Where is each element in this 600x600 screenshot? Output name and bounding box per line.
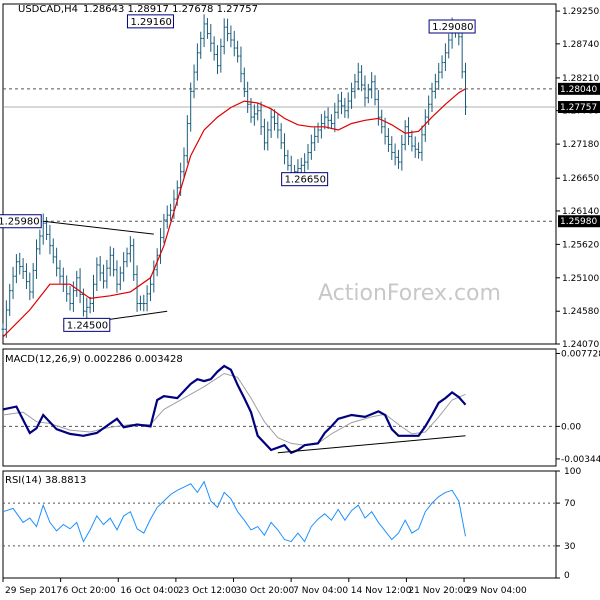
moving-average-line — [2, 88, 466, 338]
rsi-y-tick-label: 70 — [564, 499, 576, 509]
rsi-label: RSI(14) 38.8813 — [5, 475, 86, 486]
watermark-text: ActionForex.com — [318, 281, 501, 306]
level-price-tag — [558, 215, 600, 228]
rsi-plot-frame — [2, 470, 557, 579]
price-y-tick-label: 1.28740 — [562, 40, 599, 50]
time-axis-tick-label: 16 Oct 04:00 — [120, 586, 179, 596]
price-plot-frame — [2, 3, 557, 345]
price-panel: 1.292501.287401.282101.277001.271801.266… — [0, 3, 600, 350]
level-price-tag — [558, 82, 600, 95]
macd-trendline — [277, 435, 466, 454]
time-axis-tick-label: 23 Oct 12:00 — [178, 586, 237, 596]
macd-y-tick-label: 0.007728 — [561, 349, 600, 359]
macd-label: MACD(12,26,9) 0.002286 0.003428 — [5, 354, 183, 365]
price-annotation-box — [0, 214, 42, 229]
price-annotation-box — [281, 172, 329, 187]
macd-y-tick-label: 0.00 — [561, 422, 581, 432]
price-annotation-label: 1.26650 — [285, 175, 326, 186]
price-annotation-box — [126, 14, 174, 29]
price-y-tick-label: 1.26650 — [562, 174, 599, 184]
macd-line — [2, 364, 467, 455]
chart-header-ohlc: 1.28643 1.28917 1.27678 1.27757 — [83, 4, 258, 15]
price-y-tick-label: 1.27180 — [562, 140, 599, 150]
time-axis-tick-label: 6 Oct 20:00 — [63, 586, 116, 596]
price-annotation-label: 1.25980 — [0, 217, 40, 228]
price-y-tick-label: 1.25100 — [562, 274, 599, 284]
price-trendline — [43, 220, 154, 235]
chart-header-symbol: USDCAD,H4 — [18, 4, 78, 15]
price-annotation-label: 1.24500 — [67, 320, 108, 331]
rsi-y-tick-label: 100 — [564, 467, 581, 477]
price-annotation-label: 1.29080 — [432, 22, 473, 33]
macd-y-tick-label: -0.003448 — [561, 455, 600, 465]
time-axis-tick-label: 29 Sep 2017 — [5, 586, 62, 596]
time-axis-tick-label: 21 Nov 20:00 — [408, 586, 469, 596]
price-y-tick-label: 1.28210 — [562, 74, 599, 84]
price-y-tick-label: 1.24580 — [562, 307, 599, 317]
price-y-tick-label: 1.29250 — [562, 7, 599, 17]
price-y-tick-label: 1.24070 — [562, 340, 599, 350]
price-y-tick-label: 1.26140 — [562, 207, 599, 217]
price-annotation-box — [63, 317, 111, 332]
macd-plot-frame — [2, 348, 557, 467]
time-axis-tick-label: 30 Oct 20:00 — [236, 586, 295, 596]
macd-panel: 0.007728 0.00 -0.003448 — [2, 348, 600, 467]
price-annotation-label: 1.29160 — [130, 17, 171, 28]
current-price-tag — [558, 101, 600, 114]
rsi-y-tick-label: 0 — [564, 571, 570, 581]
price-annotation-box — [428, 19, 476, 34]
rsi-panel: 100 70 30 0 — [2, 467, 581, 581]
price-y-tick-label: 1.25620 — [562, 240, 599, 250]
time-axis-tick-label: 29 Nov 04:00 — [466, 586, 527, 596]
time-axis-tick-label: 14 Nov 12:00 — [351, 586, 412, 596]
rsi-y-tick-label: 30 — [564, 542, 576, 552]
level-price-tag-label: 1.28040 — [560, 85, 597, 95]
current-price-tag-label: 1.27757 — [560, 103, 597, 113]
time-axis-tick-label: 7 Nov 04:00 — [293, 586, 348, 596]
rsi-line — [2, 480, 466, 543]
macd-signal-line — [2, 372, 466, 446]
level-price-tag-label: 1.25980 — [560, 217, 597, 227]
